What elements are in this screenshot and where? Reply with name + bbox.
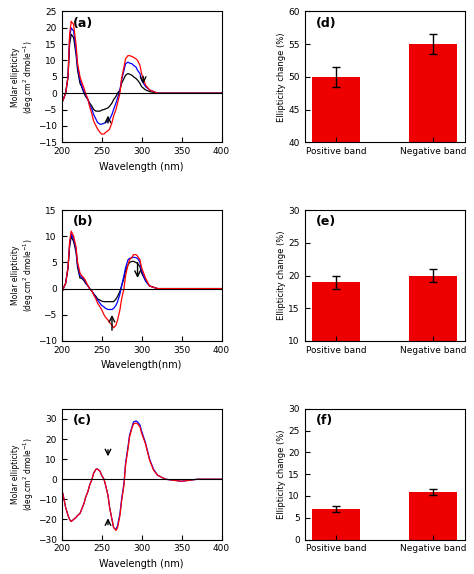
X-axis label: Wavelength(nm): Wavelength(nm) — [101, 360, 182, 370]
Bar — [409, 44, 457, 142]
Bar — [312, 509, 360, 540]
Y-axis label: Molar ellipticity
(deg.cm$^{2}$ dmole$^{-1}$): Molar ellipticity (deg.cm$^{2}$ dmole$^{… — [11, 437, 36, 511]
X-axis label: Wavelength (nm): Wavelength (nm) — [100, 559, 184, 569]
Y-axis label: Ellipticity change (%): Ellipticity change (%) — [276, 32, 285, 122]
Bar — [312, 77, 360, 142]
Text: (a): (a) — [73, 17, 93, 30]
Bar — [409, 492, 457, 540]
X-axis label: Wavelength (nm): Wavelength (nm) — [100, 162, 184, 172]
Bar — [312, 282, 360, 341]
Text: (d): (d) — [316, 17, 337, 30]
Y-axis label: Ellipticity change (%): Ellipticity change (%) — [276, 429, 285, 519]
Y-axis label: Molar ellipticity
(deg.cm$^{2}$ dmole$^{-1}$): Molar ellipticity (deg.cm$^{2}$ dmole$^{… — [11, 239, 36, 312]
Text: (c): (c) — [73, 414, 92, 427]
Y-axis label: Ellipticity change (%): Ellipticity change (%) — [276, 231, 285, 320]
Text: (e): (e) — [316, 215, 336, 228]
Bar — [409, 276, 457, 341]
Text: (f): (f) — [316, 414, 333, 427]
Y-axis label: Molar ellipticity
(deg.cm$^{2}$ dmole$^{-1}$): Molar ellipticity (deg.cm$^{2}$ dmole$^{… — [11, 40, 36, 114]
Text: (b): (b) — [73, 215, 93, 228]
